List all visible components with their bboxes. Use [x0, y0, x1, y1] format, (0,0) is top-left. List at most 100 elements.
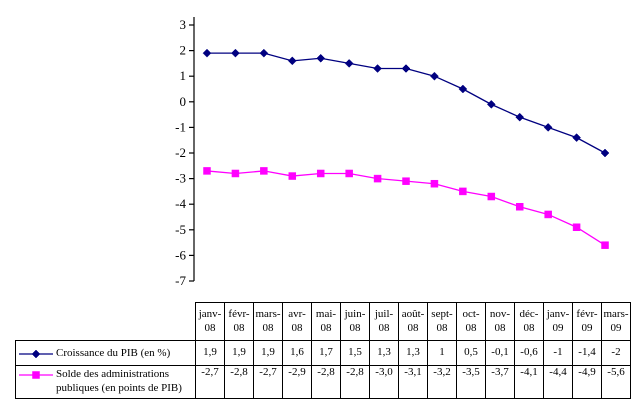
value-cell: 1,9	[195, 340, 225, 366]
month-header-cell: déc- 08	[514, 302, 544, 341]
value-cell: 1,6	[282, 340, 312, 366]
data-point-marker	[260, 167, 268, 175]
y-axis-tick-label: -4	[175, 196, 186, 211]
value-cell: -2,7	[253, 365, 283, 399]
month-header-cell: févr- 08	[224, 302, 254, 341]
data-point-marker	[202, 48, 212, 58]
month-header-cell: mars- 08	[253, 302, 283, 341]
data-point-marker	[430, 71, 439, 81]
data-point-marker	[287, 56, 297, 66]
data-point-marker	[487, 192, 496, 201]
value-cell: -4,4	[543, 365, 573, 399]
value-cell: -4,9	[572, 365, 602, 399]
month-header-cell: mars- 09	[601, 302, 631, 341]
legend-label-croissance: Croissance du PIB (en %)	[56, 346, 171, 359]
legend-label-solde: Solde des administrations publiques (en …	[56, 368, 182, 394]
y-axis-tick-label: 2	[180, 43, 187, 58]
value-cell: -0,1	[485, 340, 515, 366]
data-point-marker	[572, 133, 581, 142]
y-axis-tick-label: 1	[180, 68, 187, 83]
value-cell: -2,8	[224, 365, 254, 399]
value-cell: -5,6	[601, 365, 631, 399]
data-point-marker	[601, 241, 609, 249]
table-corner-cell	[16, 303, 196, 341]
value-cell: -0,6	[514, 340, 544, 366]
data-point-marker	[515, 203, 524, 211]
month-header-cell: nov- 08	[485, 302, 515, 341]
data-point-marker	[231, 169, 240, 178]
data-point-marker	[459, 187, 467, 196]
y-axis-tick-label: -5	[175, 222, 186, 237]
y-axis-tick-label: 3	[180, 17, 187, 32]
month-header-cell: févr- 09	[572, 302, 602, 341]
data-point-marker	[373, 64, 382, 73]
table-row-solde: Solde des administrations publiques (en …	[15, 365, 631, 399]
month-header-cell: sept- 08	[427, 302, 457, 341]
value-cell: 1,9	[224, 340, 254, 366]
data-point-marker	[544, 210, 552, 219]
data-point-marker	[203, 167, 211, 175]
value-cell: 1,3	[398, 340, 428, 366]
chart-data-table: janv- 08 févr- 08 mars- 08 avr- 08 mai- 08 juin- 08…	[15, 302, 631, 399]
month-header-cell: avr- 08	[282, 302, 312, 341]
month-header-cell: juin- 08	[340, 302, 370, 341]
value-cell: 0,5	[456, 340, 486, 366]
table-row-croissance: Croissance du PIB (en %) 1,9 1,9 1,9 1,6 1,7…	[15, 340, 631, 366]
value-cell: -2,9	[282, 365, 312, 399]
data-point-marker	[402, 177, 410, 185]
data-point-marker	[316, 169, 325, 178]
legend-key-solde	[19, 371, 53, 379]
data-point-marker	[572, 223, 581, 231]
data-point-marker	[430, 179, 439, 188]
value-cell: -2,7	[195, 365, 225, 399]
value-cell: -3,1	[398, 365, 428, 399]
legend-cell-solde: Solde des administrations publiques (en …	[15, 365, 196, 399]
legend-key-marker	[32, 371, 40, 379]
month-header-cell: janv- 08	[195, 302, 225, 341]
value-cell: -2,8	[311, 365, 341, 399]
value-cell: -4,1	[514, 365, 544, 399]
data-point-marker	[543, 123, 553, 132]
value-cell: -1,4	[572, 340, 602, 366]
data-point-marker	[515, 112, 525, 122]
legend-key-croissance	[19, 349, 53, 358]
value-cell: -3,5	[456, 365, 486, 399]
legend-key-marker	[31, 349, 41, 358]
month-header-cell: janv- 09	[543, 302, 573, 341]
data-point-marker	[345, 169, 353, 178]
y-axis-tick-label: -1	[175, 119, 186, 134]
value-cell: -2	[601, 340, 631, 366]
month-header-cell: août- 08	[398, 302, 428, 341]
data-point-marker	[401, 64, 411, 73]
value-cell: -1	[543, 340, 573, 366]
y-axis-tick-label: -2	[175, 145, 186, 160]
value-cell: -3,0	[369, 365, 399, 399]
data-point-marker	[344, 59, 354, 68]
data-point-marker	[373, 174, 382, 183]
y-axis-tick-label: -7	[175, 273, 186, 288]
data-point-marker	[316, 53, 326, 63]
value-cell: 1,9	[253, 340, 283, 366]
y-axis-tick-label: -6	[175, 247, 186, 262]
line-chart-plot: 3 2 1 0 -1 -2 -3 -4 -5 -6 -7	[175, 17, 610, 288]
month-header-cell: juil- 08	[369, 302, 399, 341]
value-cell: 1,7	[311, 340, 341, 366]
data-point-marker	[458, 84, 468, 94]
table-header-row: janv- 08 févr- 08 mars- 08 avr- 08 mai- 08 juin- 08…	[16, 302, 631, 341]
data-point-marker	[486, 100, 496, 109]
month-header-cell: oct- 08	[456, 302, 486, 341]
data-point-marker	[600, 148, 610, 158]
y-axis-tick-label: -3	[175, 171, 186, 186]
value-cell: -2,8	[340, 365, 370, 399]
value-cell: 1	[427, 340, 457, 366]
month-header-cell: mai- 08	[311, 302, 341, 341]
data-point-marker	[259, 48, 269, 58]
data-point-marker	[231, 48, 240, 58]
y-axis-tick-label: 0	[180, 94, 187, 109]
value-cell: 1,3	[369, 340, 399, 366]
legend-cell-croissance: Croissance du PIB (en %)	[15, 340, 196, 366]
value-cell: -3,7	[485, 365, 515, 399]
value-cell: -3,2	[427, 365, 457, 399]
data-point-marker	[288, 172, 297, 180]
